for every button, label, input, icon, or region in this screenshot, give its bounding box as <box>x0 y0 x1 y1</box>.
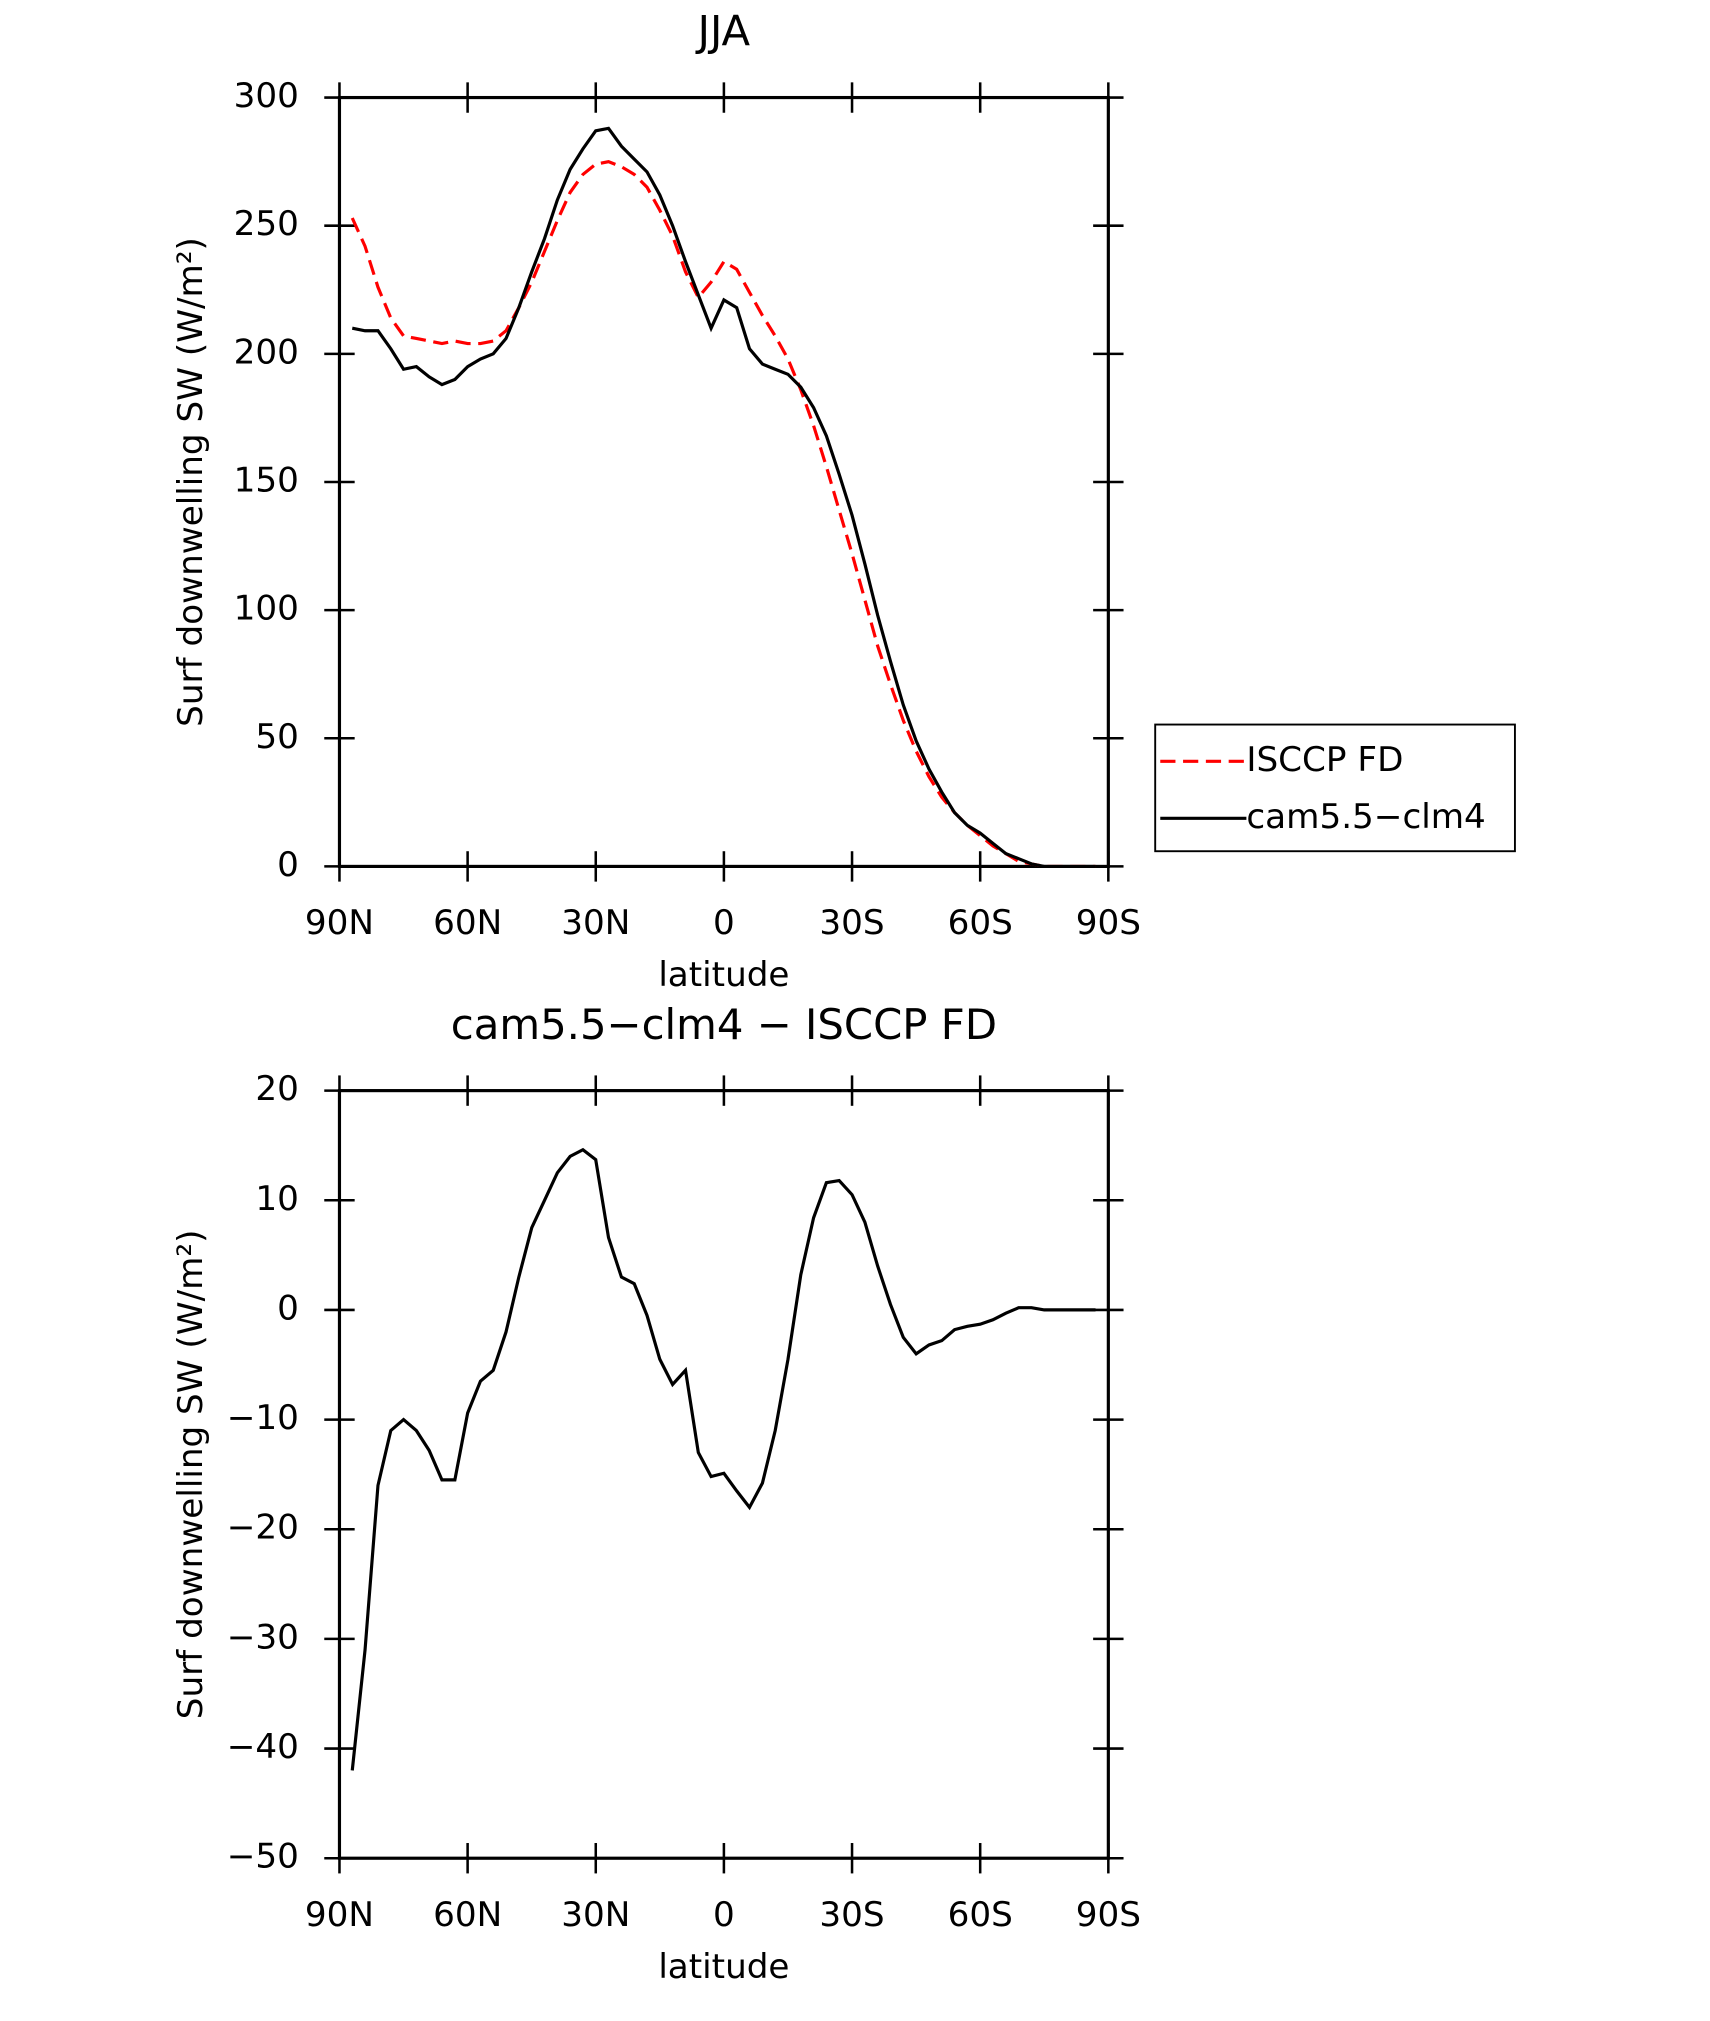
y-tick-label: 200 <box>234 332 299 372</box>
chart-title: JJA <box>695 7 751 56</box>
y-tick-label: −50 <box>227 1837 299 1877</box>
x-tick-label: 90S <box>1076 1895 1141 1935</box>
y-tick-label: −30 <box>227 1617 299 1657</box>
y-tick-label: 0 <box>277 1288 299 1328</box>
x-tick-label: 90S <box>1076 903 1141 943</box>
y-tick-label: 0 <box>277 845 299 885</box>
y-tick-label: −10 <box>227 1398 299 1438</box>
x-tick-label: 90N <box>305 1895 374 1935</box>
plot-frame <box>337 95 1110 868</box>
x-tick-label: 90N <box>305 903 374 943</box>
y-tick-label: 150 <box>234 460 299 500</box>
line-series <box>350 160 1096 869</box>
x-axis-label: latitude <box>658 1947 789 1987</box>
x-tick-label: 60N <box>433 1895 502 1935</box>
x-tick-label: 30S <box>819 903 884 943</box>
x-tick-label: 0 <box>713 1895 735 1935</box>
x-tick-label: 30N <box>561 1895 630 1935</box>
y-tick-label: −40 <box>227 1727 299 1767</box>
y-tick-label: 10 <box>255 1179 299 1219</box>
legend-label: cam5.5−clm4 <box>1246 797 1485 837</box>
line-series <box>351 126 1096 869</box>
x-tick-label: 0 <box>713 903 735 943</box>
y-tick-label: 50 <box>255 717 299 757</box>
y-axis-label: Surf downwelling SW (W/m²) <box>171 1230 211 1720</box>
y-tick-label: 100 <box>234 589 299 629</box>
chart-title: cam5.5−clm4 − ISCCP FD <box>451 1000 997 1049</box>
x-axis-label: latitude <box>658 955 789 995</box>
x-tick-label: 30N <box>561 903 630 943</box>
x-tick-label: 60N <box>433 903 502 943</box>
y-tick-label: 300 <box>234 76 299 116</box>
x-tick-label: 60S <box>948 903 1013 943</box>
line-series <box>350 1147 1096 1771</box>
x-tick-label: 60S <box>948 1895 1013 1935</box>
y-tick-label: −20 <box>227 1508 299 1548</box>
y-axis-label: Surf downwelling SW (W/m²) <box>171 237 211 727</box>
y-tick-label: 20 <box>255 1069 299 1109</box>
legend-box <box>1154 723 1516 853</box>
y-tick-label: 250 <box>234 204 299 244</box>
legend-label: ISCCP FD <box>1246 740 1403 780</box>
x-tick-label: 30S <box>819 1895 884 1935</box>
